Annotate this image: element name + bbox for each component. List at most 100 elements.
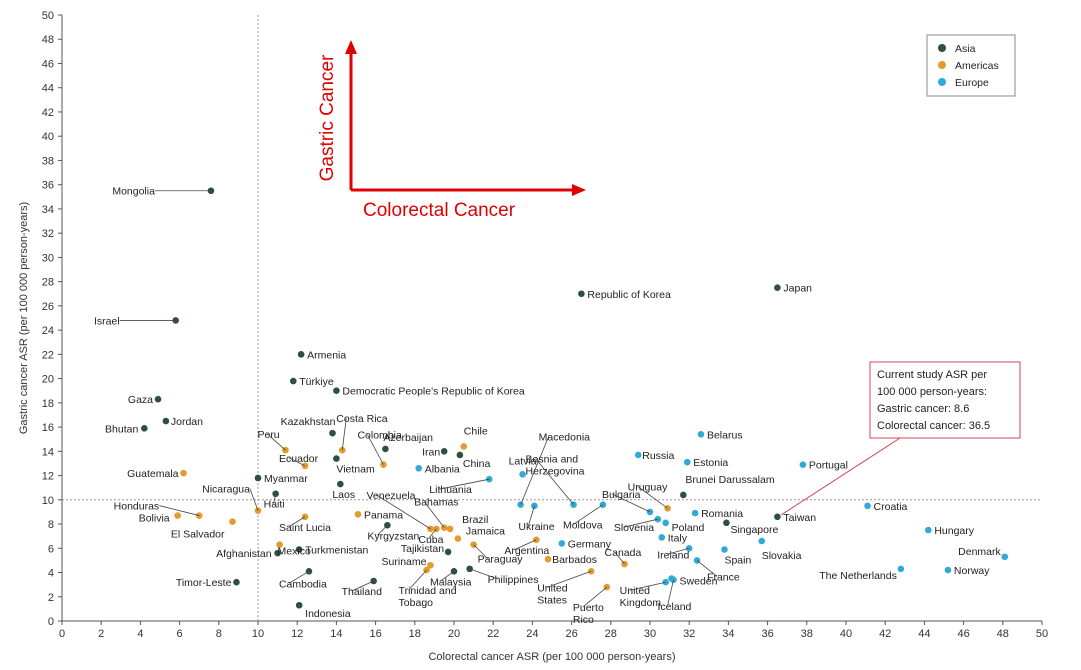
- x-tick-label: 2: [98, 628, 104, 640]
- y-tick-label: 8: [48, 519, 54, 531]
- legend-label-europe: Europe: [955, 77, 989, 89]
- point-ecuador: [301, 462, 309, 470]
- point-label: Brunei Darussalam: [685, 474, 775, 486]
- point-azerbaijan: [382, 445, 389, 453]
- point-label: Latvia: [509, 455, 537, 467]
- point-label: Philippines: [488, 574, 539, 586]
- y-tick-label: 22: [42, 349, 54, 361]
- point-chile: [460, 443, 468, 450]
- point-croatia: [864, 502, 871, 510]
- leader-line: [267, 433, 286, 451]
- y-tick-label: 34: [42, 204, 54, 216]
- point-afghanistan: [274, 549, 281, 557]
- point-taiwan: [774, 513, 781, 521]
- point-label: Iran: [422, 446, 440, 458]
- x-tick-label: 12: [291, 628, 303, 640]
- point-jamaica: [454, 535, 462, 542]
- y-tick-label: 24: [42, 325, 54, 337]
- point-democratic-people-s-republic-of-korea: [333, 387, 340, 395]
- y-tick-label: 0: [48, 616, 54, 628]
- point-label: Puerto Rico: [573, 602, 604, 626]
- point-albania: [415, 464, 423, 472]
- point-mexico: [276, 541, 283, 548]
- y-tick-label: 6: [48, 543, 54, 555]
- point-latvia: [519, 471, 526, 478]
- direction-arrows: Gastric Cancer Colorectal Cancer: [317, 40, 586, 221]
- leader-line: [469, 568, 498, 580]
- x-tick-label: 16: [369, 628, 381, 640]
- legend-swatch-asia: [938, 44, 946, 52]
- point-label: Russia: [642, 450, 674, 462]
- point-label: Poland: [672, 522, 705, 534]
- point-label: Moldova: [563, 520, 603, 532]
- leader-line: [377, 524, 388, 536]
- point-label: Kazakhstan: [281, 416, 336, 428]
- x-tick-label: 6: [177, 628, 183, 640]
- point-lithuania: [485, 475, 493, 483]
- point-label: Taiwan: [783, 512, 816, 524]
- point-label: China: [463, 458, 491, 470]
- point-label: Myanmar: [264, 473, 308, 485]
- point-italy: [658, 534, 666, 541]
- y-tick-label: 50: [42, 10, 54, 22]
- point-label: Costa Rica: [336, 413, 388, 425]
- callout-pointer: [781, 437, 901, 516]
- point-jordan: [162, 417, 170, 425]
- point-label: Trinidad and Tobago: [399, 585, 457, 609]
- leader-line: [408, 569, 427, 591]
- callout-line: 100 000 person-years:: [877, 386, 987, 398]
- x-tick-label: 22: [487, 628, 499, 640]
- leader-line: [376, 494, 431, 530]
- point-denmark: [1001, 553, 1009, 561]
- point-label: Saint Lucia: [279, 522, 331, 534]
- colorectal-arrow-label: Colorectal Cancer: [363, 200, 516, 221]
- leader-line: [637, 485, 668, 509]
- point-label: Lithuania: [429, 484, 472, 496]
- x-tick-label: 50: [1036, 628, 1048, 640]
- point-label: Colombia: [357, 430, 402, 442]
- x-tick-label: 20: [448, 628, 460, 640]
- point-label: Ecuador: [279, 453, 319, 465]
- point-label: Ukraine: [518, 521, 554, 533]
- point-label: Mongolia: [112, 186, 155, 198]
- leader-line: [611, 493, 651, 513]
- x-tick-label: 0: [59, 628, 65, 640]
- leader-line: [439, 570, 455, 582]
- callout-line: Current study ASR per: [877, 369, 987, 381]
- gastric-arrowhead: [345, 40, 357, 54]
- y-tick-label: 10: [42, 495, 54, 507]
- y-tick-label: 44: [42, 83, 54, 95]
- point-t-rkiye: [289, 377, 297, 385]
- point-label: Uruguay: [628, 481, 668, 493]
- current-study-callout: Current study ASR per 100 000 person-year…: [781, 361, 1021, 516]
- y-tick-label: 30: [42, 252, 54, 264]
- point-label: Vietnam: [336, 464, 375, 476]
- point-label: Macedonia: [539, 432, 591, 444]
- point-label: Venezuela: [366, 490, 415, 502]
- point-label: United States: [537, 582, 568, 606]
- leader-line: [341, 418, 347, 451]
- point-label: Brazil: [462, 514, 488, 526]
- y-tick-label: 20: [42, 374, 54, 386]
- point-turkmenistan: [295, 546, 303, 553]
- leader-line: [159, 505, 200, 516]
- point-label: Italy: [668, 532, 688, 544]
- point-russia: [634, 451, 642, 459]
- y-tick-label: 40: [42, 131, 54, 143]
- point-label: Afghanistan: [216, 548, 272, 560]
- point-label: Spain: [724, 554, 751, 566]
- legend-swatch-americas: [938, 61, 946, 69]
- y-tick-label: 42: [42, 107, 54, 119]
- point-iran: [440, 448, 448, 455]
- point-china: [456, 451, 464, 459]
- point-label: Democratic People's Republic of Korea: [342, 386, 525, 398]
- callout-line: Gastric cancer: 8.6: [877, 403, 969, 415]
- point-laos: [337, 480, 344, 488]
- point-label: The Netherlands: [819, 570, 897, 582]
- point-labels: Mongolia Israel Gaza Jordan Bhutan Armenia Tür…: [94, 186, 1002, 626]
- point-label: Sweden: [680, 576, 718, 588]
- x-tick-label: 4: [137, 628, 143, 640]
- point-hungary: [925, 526, 932, 534]
- y-tick-label: 48: [42, 34, 54, 46]
